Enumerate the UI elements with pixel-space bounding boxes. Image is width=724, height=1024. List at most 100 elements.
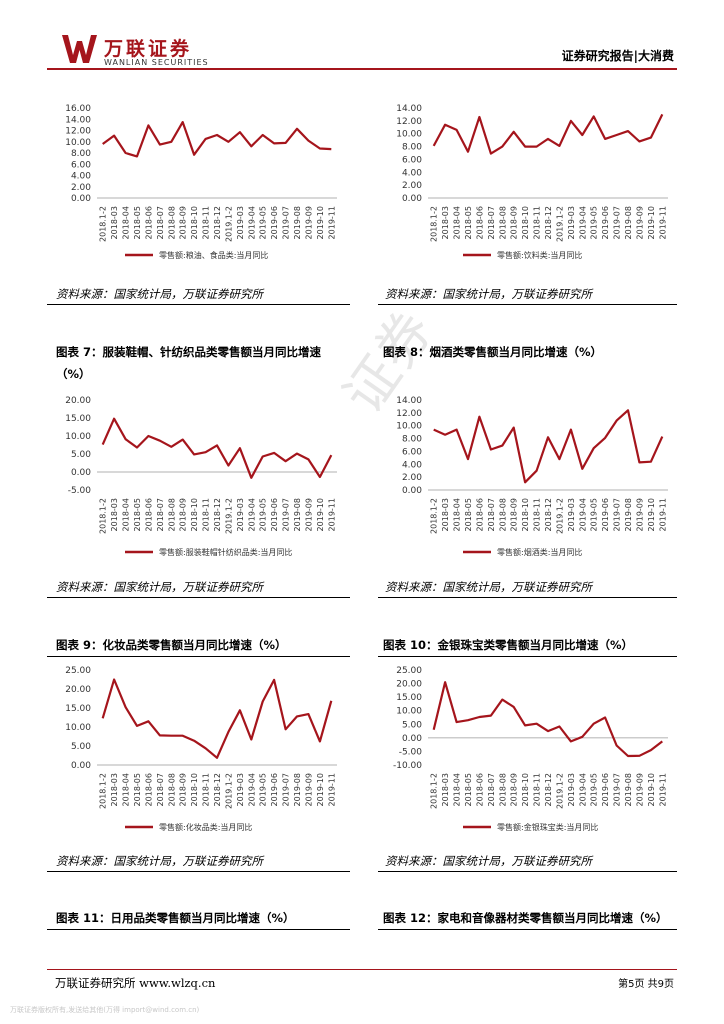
- source-divider-c2: [378, 304, 677, 305]
- x-tick-label: 2019-06: [601, 498, 610, 531]
- x-tick-label: 2019.1-2: [555, 773, 564, 809]
- x-tick-label: 2019.1-2: [224, 206, 233, 242]
- x-tick-label: 2019-09: [304, 206, 313, 239]
- x-tick-label: 2018-12: [544, 498, 553, 531]
- source-divider-c1: [47, 304, 350, 305]
- x-tick-label: 2019-05: [259, 206, 268, 239]
- x-tick-label: 2018-06: [475, 498, 484, 531]
- x-tick-label: 2019-10: [647, 498, 656, 531]
- x-tick-label: 2019-08: [293, 206, 302, 239]
- series-line: [433, 409, 664, 484]
- x-tick-label: 2018.1-2: [99, 773, 108, 809]
- x-tick-label: 2019.1-2: [555, 206, 564, 242]
- x-tick-label: 2018-05: [133, 206, 142, 239]
- x-tick-label: 2018-06: [475, 773, 484, 806]
- x-tick-label: 2018-12: [213, 773, 222, 806]
- x-tick-label: 2018-04: [122, 206, 131, 239]
- legend-label: 零售额:化妆品类:当月同比: [159, 822, 252, 832]
- x-tick-label: 2018-10: [521, 498, 530, 531]
- y-tick-label: 14.00: [396, 396, 422, 406]
- x-tick-label: 2018-09: [179, 498, 188, 531]
- x-tick-label: 2018-09: [510, 773, 519, 806]
- x-tick-label: 2018-04: [122, 773, 131, 806]
- x-tick-label: 2019-06: [270, 498, 279, 531]
- source-divider-c5: [47, 871, 350, 872]
- x-tick-label: 2019-06: [270, 206, 279, 239]
- x-tick-label: 2018-09: [510, 498, 519, 531]
- x-tick-label: 2018-12: [213, 498, 222, 531]
- x-tick-label: 2018-07: [487, 498, 496, 531]
- x-tick-label: 2018-08: [498, 498, 507, 531]
- y-tick-label: 0.00: [402, 734, 422, 744]
- x-tick-label: 2019-11: [658, 498, 667, 531]
- y-tick-label: 2.00: [402, 181, 422, 191]
- x-tick-label: 2019-04: [247, 773, 256, 806]
- y-tick-label: 4.00: [402, 168, 422, 178]
- x-tick-label: 2018-08: [498, 206, 507, 239]
- y-tick-label: 0.00: [71, 194, 91, 204]
- legend-label: 零售额:饮料类:当月同比: [497, 250, 582, 260]
- source-note-c4: 资料来源：国家统计局，万联证券研究所: [385, 580, 592, 594]
- y-tick-label: 5.00: [402, 720, 422, 730]
- x-tick-label: 2018-03: [110, 773, 119, 806]
- y-tick-label: 10.00: [65, 723, 91, 733]
- x-tick-label: 2018-04: [453, 206, 462, 239]
- x-tick-label: 2019-10: [316, 498, 325, 531]
- wanlian-logo-icon: [62, 35, 97, 63]
- y-tick-label: 2.00: [71, 183, 91, 193]
- x-tick-label: 2019-03: [236, 773, 245, 806]
- x-tick-label: 2018-10: [190, 206, 199, 239]
- y-tick-label: 8.00: [71, 149, 91, 159]
- series-line: [432, 681, 663, 758]
- x-tick-label: 2018.1-2: [430, 498, 439, 534]
- y-tick-label: 12.00: [65, 127, 91, 137]
- chart-jewelry-sales: 25.00 20.00 15.00 10.00 5.00 0.00 -5.00 -10.00 2…: [393, 666, 668, 832]
- y-tick-label: -5.00: [399, 747, 423, 757]
- x-tick-label: 2019-03: [567, 206, 576, 239]
- x-tick-label: 2019-03: [236, 206, 245, 239]
- y-tick-label: 10.00: [65, 138, 91, 148]
- x-tick-label: 2019-07: [613, 206, 622, 239]
- y-tick-label: 12.00: [396, 117, 422, 127]
- x-tick-label: 2018.1-2: [99, 206, 108, 242]
- y-tick-label: -5.00: [68, 486, 92, 496]
- y-tick-label: 5.00: [71, 742, 91, 752]
- y-tick-label: 10.00: [65, 432, 91, 442]
- x-tick-label: 2018-11: [202, 498, 211, 531]
- x-tick-label: 2018-08: [167, 206, 176, 239]
- x-tick-label: 2019-09: [304, 498, 313, 531]
- y-tick-label: 25.00: [396, 666, 422, 676]
- series-line: [101, 417, 333, 479]
- caption-divider-c5: [47, 656, 350, 657]
- copyright-watermark: 万联证券版权所有,发送给其他(万得 import@wind.com.cn): [10, 1006, 200, 1014]
- x-tick-label: 2019-05: [590, 498, 599, 531]
- x-tick-label: 2019-05: [590, 206, 599, 239]
- legend-label: 零售额:粮油、食品类:当月同比: [159, 250, 268, 260]
- caption-chart-12: 图表 12：家电和音像器材类零售额当月同比增速（%）: [383, 911, 668, 925]
- x-tick-label: 2019-10: [647, 206, 656, 239]
- x-tick-label: 2018-03: [441, 773, 450, 806]
- x-tick-label: 2018-12: [544, 206, 553, 239]
- x-tick-label: 2018-07: [156, 498, 165, 531]
- x-tick-label: 2019-09: [635, 206, 644, 239]
- y-tick-label: 8.00: [402, 435, 422, 445]
- y-tick-label: 6.00: [402, 447, 422, 457]
- caption-divider-c11: [47, 929, 350, 930]
- source-divider-c3: [47, 597, 350, 598]
- source-note-c2: 资料来源：国家统计局，万联证券研究所: [385, 287, 592, 301]
- x-tick-label: 2018-07: [487, 773, 496, 806]
- x-tick-label: 2018-11: [533, 773, 542, 806]
- x-tick-label: 2018-09: [510, 206, 519, 239]
- x-tick-label: 2018-05: [464, 498, 473, 531]
- caption-divider-c6: [378, 656, 677, 657]
- x-tick-label: 2018-03: [110, 206, 119, 239]
- chart-beverage-sales: 14.00 12.00 10.00 8.00 6.00 4.00 2.00 0.00 2018.…: [396, 104, 668, 260]
- x-tick-label: 2018-08: [167, 498, 176, 531]
- x-tick-label: 2019-05: [590, 773, 599, 806]
- y-tick-label: 4.00: [402, 460, 422, 470]
- x-tick-label: 2019-09: [635, 498, 644, 531]
- caption-chart-8: 图表 8：烟酒类零售额当月同比增速（%）: [383, 345, 603, 359]
- x-tick-label: 2018-06: [144, 773, 153, 806]
